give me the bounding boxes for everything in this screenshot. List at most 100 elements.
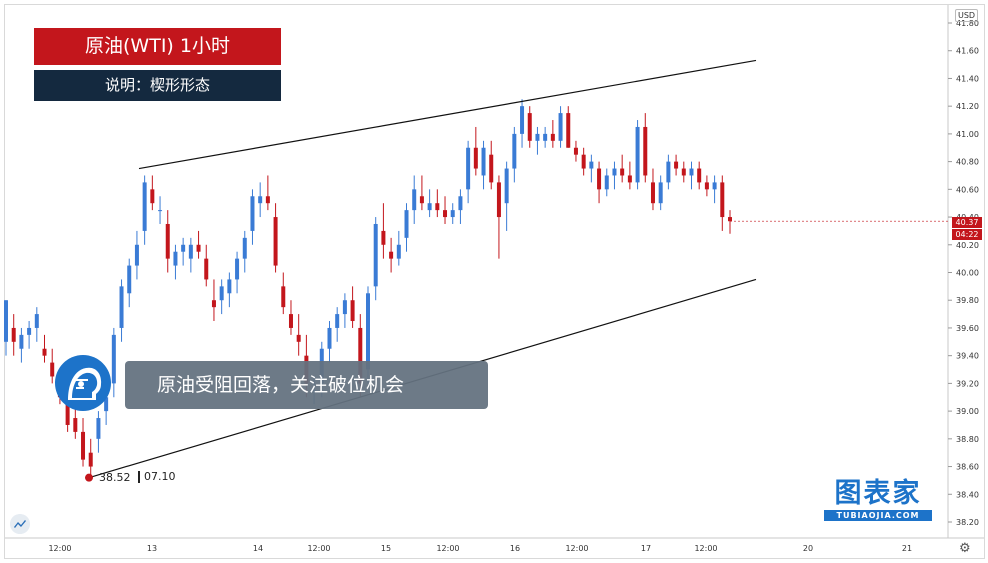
candle-body xyxy=(466,147,471,190)
x-tick-label: 15 xyxy=(381,544,391,553)
candle-body xyxy=(188,244,193,259)
candle-body xyxy=(620,168,625,176)
candle-body xyxy=(27,327,32,335)
y-tick-label: 39.80 xyxy=(956,296,979,305)
candle-body xyxy=(150,189,155,204)
annotation-bubble: 原油受阻回落，关注破位机会 xyxy=(125,361,488,409)
y-tick-label: 41.40 xyxy=(956,74,979,83)
chart-title: 原油(WTI) 1小时 xyxy=(34,28,281,65)
y-tick-label: 40.80 xyxy=(956,158,979,167)
candle-body xyxy=(81,431,86,460)
candle-body xyxy=(250,196,255,231)
y-tick-label: 41.80 xyxy=(956,19,979,28)
x-tick-label: 16 xyxy=(510,544,520,553)
y-tick-label: 39.20 xyxy=(956,379,979,388)
candle-body xyxy=(512,133,517,169)
candle-body xyxy=(227,279,232,294)
candle-body xyxy=(165,223,170,259)
candle-body xyxy=(73,418,78,432)
candle-body xyxy=(127,265,132,294)
candle-body xyxy=(281,286,286,308)
y-tick-label: 40.60 xyxy=(956,185,979,194)
candle-body xyxy=(173,251,178,266)
y-tick-label: 39.40 xyxy=(956,352,979,361)
x-tick-label: 12:00 xyxy=(48,544,71,553)
x-tick-label: 21 xyxy=(902,544,912,553)
wedge-upper-line xyxy=(138,59,757,170)
x-tick-label: 12:00 xyxy=(694,544,717,553)
low-date-label: 07.10 xyxy=(138,471,176,483)
candle-body xyxy=(535,133,540,141)
candle-body xyxy=(543,133,548,141)
candle-body xyxy=(481,147,486,176)
candle-body xyxy=(404,210,409,238)
candle-body xyxy=(96,418,101,439)
countdown-tag: 04:22 xyxy=(952,229,982,240)
candle-body xyxy=(273,217,278,266)
candle-body xyxy=(34,314,39,328)
x-tick-label: 17 xyxy=(641,544,651,553)
candle-body xyxy=(111,334,116,384)
candle-body xyxy=(235,258,240,280)
candle-body xyxy=(196,244,201,252)
candle-body xyxy=(104,397,109,412)
candle-body xyxy=(219,286,224,301)
candle-body xyxy=(604,175,609,190)
x-tick-label: 20 xyxy=(803,544,813,553)
candle-body xyxy=(674,161,679,169)
candle-body xyxy=(204,258,209,280)
candle-body xyxy=(627,175,632,183)
candle-body xyxy=(158,210,163,212)
y-tick-label: 38.20 xyxy=(956,518,979,527)
candle-body xyxy=(42,348,47,356)
brand-logo-main: 图表家 xyxy=(834,478,922,509)
candle-body xyxy=(296,334,301,342)
candle-body xyxy=(550,133,555,141)
candle-body xyxy=(358,327,363,384)
candle-body xyxy=(288,314,293,328)
candle-body xyxy=(589,161,594,169)
candle-body xyxy=(489,154,494,183)
candle-body xyxy=(181,244,186,252)
avatar-icon xyxy=(55,355,111,411)
candle-body xyxy=(566,113,571,148)
y-tick-label: 41.20 xyxy=(956,102,979,111)
candle-body xyxy=(520,106,525,134)
candle-body xyxy=(119,286,124,328)
x-tick-label: 13 xyxy=(147,544,157,553)
candle-body xyxy=(573,147,578,155)
candle-body xyxy=(419,196,424,204)
y-tick-label: 41.60 xyxy=(956,47,979,56)
candle-body xyxy=(597,168,602,190)
candle-body xyxy=(643,126,648,176)
candle-body xyxy=(335,314,340,328)
y-tick-label: 41.00 xyxy=(956,130,979,139)
y-tick-label: 38.40 xyxy=(956,490,979,499)
currency-badge[interactable]: USD xyxy=(955,9,979,22)
candle-body xyxy=(635,126,640,183)
candle-body xyxy=(396,244,401,259)
brand-logo-sub: TUBIAOJIA.COM xyxy=(824,510,932,521)
candle-body xyxy=(612,168,617,176)
chart-frame xyxy=(4,4,985,559)
candle-body xyxy=(504,168,509,204)
candle-body xyxy=(450,210,455,218)
candle-body xyxy=(88,452,93,467)
candle-body xyxy=(50,362,55,377)
candle-body xyxy=(435,203,440,211)
candle-body xyxy=(19,334,24,349)
candle-body xyxy=(650,182,655,204)
chart-subtitle: 说明：楔形形态 xyxy=(34,70,281,101)
candle-body xyxy=(712,182,717,190)
tradingview-logo-icon[interactable] xyxy=(10,514,30,534)
low-value-label: 38.52 xyxy=(99,471,131,484)
y-tick-label: 40.00 xyxy=(956,269,979,278)
candle-body xyxy=(381,230,386,245)
candle-body xyxy=(496,182,501,218)
candle-body xyxy=(473,147,478,169)
candle-body xyxy=(704,182,709,190)
candle-body xyxy=(458,196,463,211)
gear-icon[interactable]: ⚙ xyxy=(959,541,971,556)
candle-body xyxy=(342,300,347,315)
